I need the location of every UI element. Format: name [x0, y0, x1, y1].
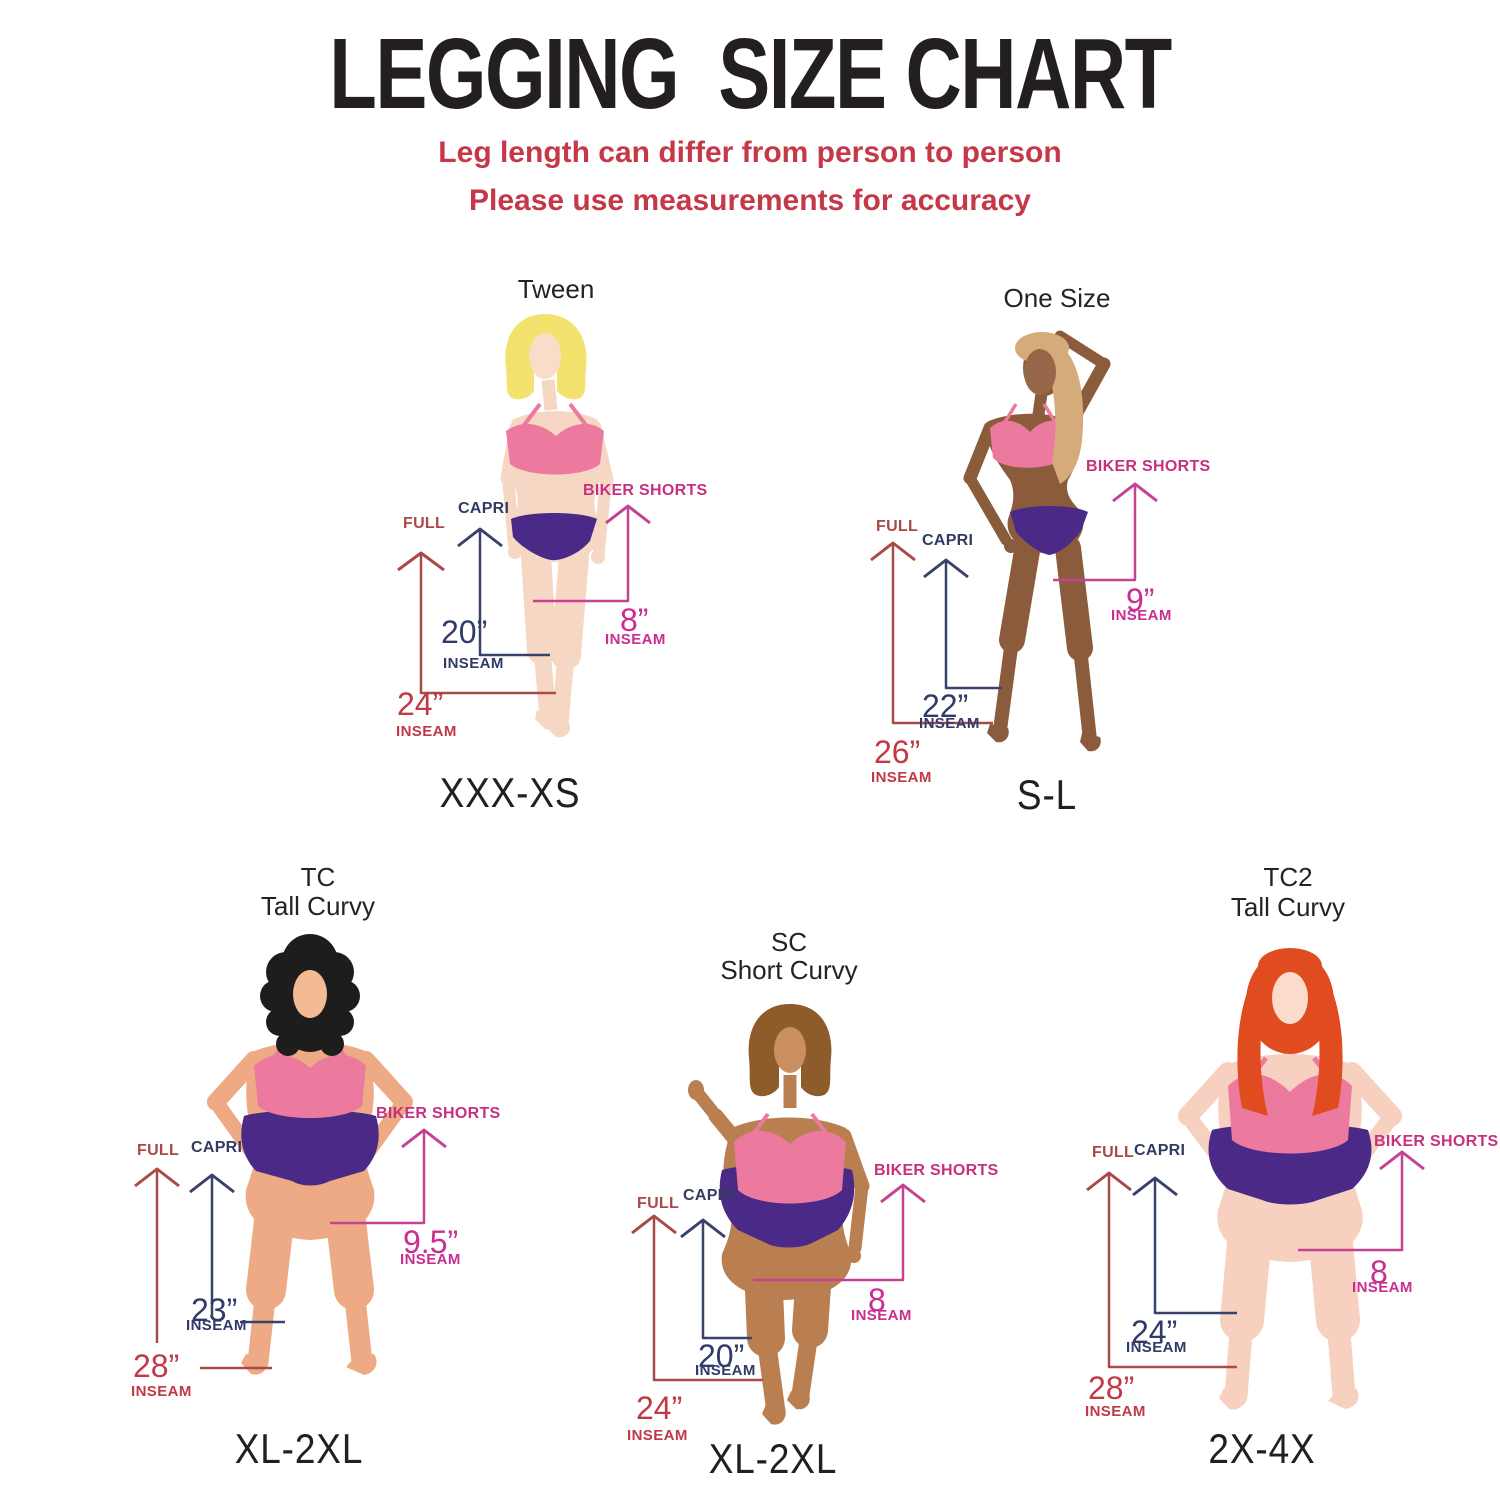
full-inseam-value: 26” [874, 734, 921, 770]
biker-shorts-label: BIKER SHORTS [376, 1105, 501, 1122]
full-inseam-value: 24” [397, 686, 444, 722]
figure-title: TC2 [1263, 862, 1313, 892]
biker-inseam-value: 9.5” [403, 1224, 459, 1260]
full-inseam-value: 24” [636, 1390, 683, 1426]
inseam-caption: INSEAM [919, 715, 980, 732]
inseam-caption: INSEAM [443, 655, 504, 672]
inseam-caption: INSEAM [871, 769, 932, 786]
size-range-label: XXX-XS [439, 769, 581, 816]
inseam-caption: INSEAM [1126, 1339, 1187, 1356]
page-title: LEGGING SIZE CHART [329, 18, 1172, 130]
sc-measurement-arrows [631, 1183, 926, 1382]
capri-label: CAPRI [458, 500, 510, 517]
full-label: FULL [637, 1195, 680, 1212]
full-label: FULL [403, 515, 446, 532]
biker-shorts-label: BIKER SHORTS [583, 482, 708, 499]
figure-one-size-illustration [963, 330, 1111, 752]
tc2-measurement-arrows [1086, 1150, 1425, 1369]
figure-title: One Size [1003, 283, 1111, 313]
size-range-label: 2X-4X [1208, 1425, 1316, 1472]
biker-inseam-value: 8” [620, 602, 649, 638]
inseam-caption: INSEAM [131, 1383, 192, 1400]
figure-tc-illustration [207, 934, 413, 1375]
full-label: FULL [1092, 1144, 1135, 1161]
capri-label: CAPRI [1134, 1142, 1186, 1159]
figure-tween-illustration [500, 314, 614, 738]
figure-title: Tween [517, 274, 595, 304]
biker-shorts-label: BIKER SHORTS [874, 1162, 999, 1179]
biker-inseam-value: 9” [1126, 582, 1155, 618]
full-inseam-value: 28” [133, 1348, 180, 1384]
size-range-label: XL-2XL [708, 1435, 838, 1482]
inseam-caption: INSEAM [396, 723, 457, 740]
figure-title: SC [770, 927, 808, 957]
inseam-caption: INSEAM [186, 1317, 247, 1334]
figure-subtitle: Short Curvy [720, 955, 858, 985]
figure-sc-illustration [688, 1004, 870, 1425]
inseam-caption: INSEAM [627, 1427, 688, 1444]
tween-measurement-arrows [397, 504, 651, 695]
inseam-caption: INSEAM [695, 1362, 756, 1379]
subtitle-line-2: Please use measurements for accuracy [469, 184, 1031, 217]
inseam-caption: INSEAM [851, 1307, 912, 1324]
inseam-caption: INSEAM [1111, 607, 1172, 624]
biker-shorts-label: BIKER SHORTS [1374, 1133, 1499, 1150]
subtitle-line-1: Leg length can differ from person to per… [438, 136, 1062, 169]
capri-inseam-value: 24” [1131, 1314, 1178, 1350]
figure-subtitle: Tall Curvy [1230, 892, 1346, 922]
full-inseam-value: 28” [1088, 1370, 1135, 1406]
figure-tc2-illustration [1178, 948, 1402, 1410]
size-range-label: XL-2XL [234, 1425, 364, 1472]
biker-shorts-label: BIKER SHORTS [1086, 458, 1211, 475]
capri-label: CAPRI [922, 532, 974, 549]
one-size-measurement-arrows [870, 482, 1158, 725]
inseam-caption: INSEAM [400, 1251, 461, 1268]
inseam-caption: INSEAM [1352, 1279, 1413, 1296]
inseam-caption: INSEAM [605, 631, 666, 648]
capri-label: CAPRI [191, 1139, 243, 1156]
figure-title: TC [300, 862, 336, 892]
size-range-label: S-L [1016, 771, 1078, 818]
biker-inseam-value: 8 [1370, 1254, 1388, 1290]
tc-measurement-arrows [134, 1128, 447, 1370]
capri-inseam-value: 20” [698, 1338, 745, 1374]
biker-inseam-value: 8 [868, 1282, 886, 1318]
inseam-caption: INSEAM [1085, 1403, 1146, 1420]
full-label: FULL [137, 1142, 180, 1159]
full-label: FULL [876, 518, 919, 535]
capri-inseam-value: 23” [191, 1292, 238, 1328]
capri-label: CAPRI [683, 1187, 735, 1204]
capri-inseam-value: 20” [441, 614, 488, 650]
figure-subtitle: Tall Curvy [260, 891, 376, 921]
capri-inseam-value: 22” [922, 688, 969, 724]
